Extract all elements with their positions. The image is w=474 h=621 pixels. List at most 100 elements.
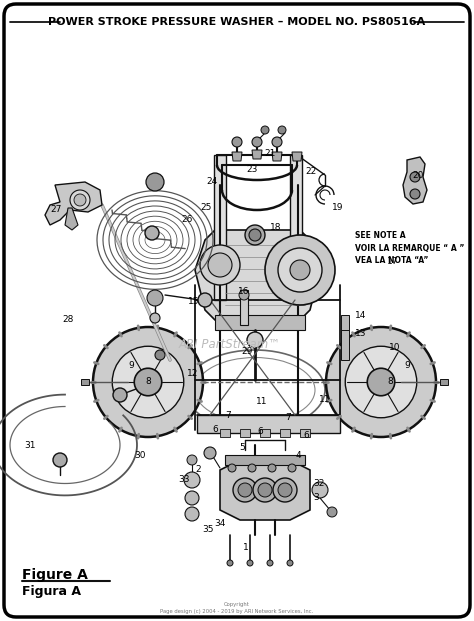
Bar [214,155,226,300]
Bar [280,429,290,437]
Circle shape [326,327,436,437]
Circle shape [278,126,286,134]
Text: 10: 10 [389,343,401,353]
Circle shape [227,560,233,566]
Circle shape [53,453,67,467]
Circle shape [261,126,269,134]
Bar [260,429,270,437]
Circle shape [155,350,165,360]
Text: 11: 11 [256,397,268,407]
Circle shape [278,483,292,497]
Text: 3: 3 [313,492,319,502]
Text: Figure A: Figure A [22,568,88,582]
Circle shape [113,388,127,402]
Text: 19: 19 [332,204,344,212]
Text: 18: 18 [270,224,282,232]
Text: 28: 28 [62,315,73,325]
Text: 23: 23 [246,165,258,173]
Bar [220,429,230,437]
Text: 21: 21 [264,148,276,158]
Circle shape [273,478,297,502]
Text: 1: 1 [243,543,249,553]
Polygon shape [252,150,262,159]
Text: 7: 7 [225,412,231,420]
Text: 6: 6 [257,427,263,437]
Text: SEE NOTE A
VOIR LA REMARQUE “ A ”
VEA LA NOTA “A”: SEE NOTE A VOIR LA REMARQUE “ A ” VEA LA… [355,231,465,265]
Polygon shape [220,460,310,520]
Circle shape [367,368,395,396]
Circle shape [145,226,159,240]
Text: ARI PartStream™: ARI PartStream™ [179,338,281,351]
Text: 17: 17 [387,258,399,266]
Text: 16: 16 [238,288,250,296]
Circle shape [147,290,163,306]
Text: 2: 2 [195,466,201,474]
Circle shape [200,245,240,285]
Bar [341,330,349,360]
Text: 6: 6 [212,425,218,435]
Circle shape [345,347,417,418]
Text: 35: 35 [202,525,214,535]
Text: 22: 22 [305,168,317,176]
Text: 9: 9 [128,361,134,369]
Circle shape [245,225,265,245]
Polygon shape [45,182,102,225]
Circle shape [239,290,249,300]
Circle shape [253,478,277,502]
Text: 30: 30 [134,450,146,460]
Circle shape [208,253,232,277]
Circle shape [312,482,328,498]
Circle shape [249,229,261,241]
Circle shape [228,464,236,472]
Text: 6: 6 [303,430,309,440]
Text: 20: 20 [412,171,424,179]
Circle shape [248,464,256,472]
Circle shape [247,560,253,566]
Circle shape [74,194,86,206]
Circle shape [187,455,197,465]
Circle shape [272,137,282,147]
Text: 24: 24 [206,178,218,186]
Text: 29: 29 [241,348,253,356]
Circle shape [232,137,242,147]
Circle shape [204,447,216,459]
FancyBboxPatch shape [4,4,470,617]
Text: 9: 9 [404,361,410,369]
Text: 31: 31 [24,440,36,450]
Text: 8: 8 [145,378,151,386]
Circle shape [198,293,212,307]
Polygon shape [403,157,427,204]
Text: 8: 8 [387,378,393,386]
Circle shape [185,507,199,521]
Circle shape [233,478,257,502]
Text: 7: 7 [285,414,291,422]
Bar [240,290,248,325]
Circle shape [258,483,272,497]
Text: Figura A: Figura A [22,586,81,599]
Polygon shape [65,208,78,230]
Circle shape [134,368,162,396]
Circle shape [288,464,296,472]
Circle shape [327,507,337,517]
Polygon shape [195,230,320,320]
Circle shape [410,172,420,182]
Bar [81,379,89,385]
Text: 32: 32 [313,479,325,487]
Text: 25: 25 [201,202,212,212]
Circle shape [93,327,203,437]
Bar [197,415,340,433]
Text: 11: 11 [319,396,331,404]
Circle shape [268,464,276,472]
Text: 12: 12 [187,368,199,378]
Polygon shape [292,152,302,161]
Circle shape [410,189,420,199]
Text: 33: 33 [178,476,190,484]
Bar [290,155,302,300]
Circle shape [184,472,200,488]
Bar [240,429,250,437]
Circle shape [150,313,160,323]
Circle shape [112,347,184,418]
Text: 13: 13 [355,330,367,338]
Bar [300,429,310,437]
Circle shape [278,248,322,292]
